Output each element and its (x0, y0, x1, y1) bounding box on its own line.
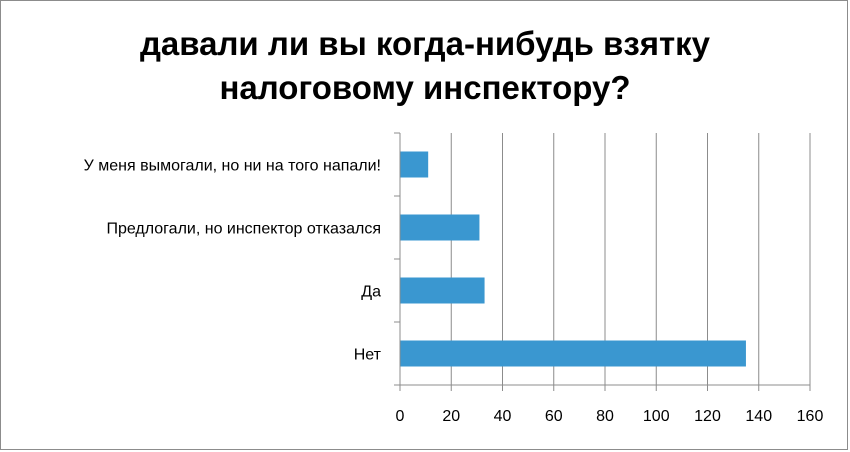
x-tick-label-80: 80 (596, 408, 614, 425)
chart-title-line-2: налоговому инспектору? (219, 69, 631, 106)
bar-1 (400, 214, 480, 241)
chart-title: давали ли вы когда-нибудь взятку налогов… (0, 22, 850, 110)
x-tick-label-40: 40 (494, 408, 512, 425)
x-tick-label-0: 0 (396, 408, 405, 425)
x-tick-label-160: 160 (797, 408, 824, 425)
chart-title-line-1: давали ли вы когда-нибудь взятку (139, 25, 711, 62)
category-label-2: Да (361, 284, 381, 301)
category-label-1: Предлогали, но инспектор отказался (106, 221, 381, 238)
bar-3 (400, 340, 746, 367)
category-label-3: Нет (354, 347, 382, 364)
x-tick-label-120: 120 (694, 408, 721, 425)
x-tick-label-20: 20 (442, 408, 460, 425)
x-tick-label-140: 140 (745, 408, 772, 425)
bar-2 (400, 277, 485, 304)
x-tick-label-100: 100 (643, 408, 670, 425)
bar-0 (400, 151, 429, 178)
category-label-0: У меня вымогали, но ни на того напали! (84, 158, 381, 175)
x-tick-label-60: 60 (545, 408, 563, 425)
